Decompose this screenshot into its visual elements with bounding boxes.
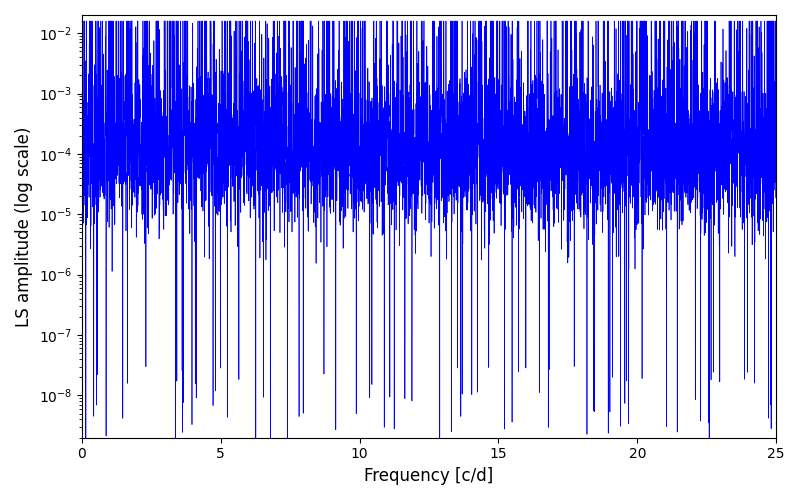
- X-axis label: Frequency [c/d]: Frequency [c/d]: [364, 467, 494, 485]
- Y-axis label: LS amplitude (log scale): LS amplitude (log scale): [15, 126, 33, 326]
